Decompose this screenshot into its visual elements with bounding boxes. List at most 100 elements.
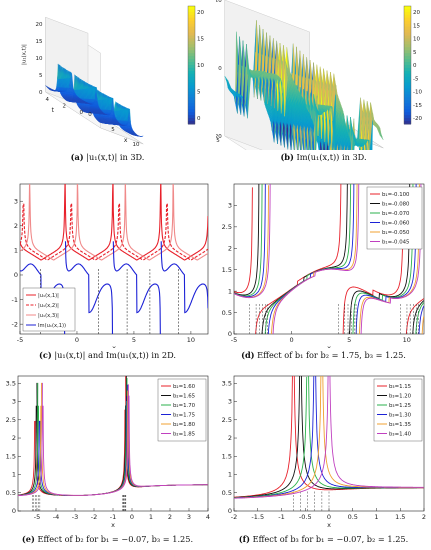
colorbar-segment: [188, 8, 195, 13]
caption-e-text: Effect of b₂ for b₁ = −0.07, b₃ = 1.25.: [37, 534, 194, 544]
colorbar-segment: [188, 65, 195, 69]
colorbar-tick-label: -5: [413, 76, 419, 82]
z-tick-label: 10: [36, 56, 43, 62]
colorbar-segment: [188, 79, 195, 84]
z-axis-label: |u₁(x,t)|: [22, 44, 28, 65]
colorbar-segment: [188, 73, 195, 78]
colorbar-segment: [404, 26, 411, 31]
t-tick-label: 2: [63, 104, 67, 110]
colorbar-tick-label: 5: [413, 50, 417, 56]
colorbar-segment: [404, 6, 411, 10]
colorbar-segment: [404, 85, 411, 90]
x-tick-label: 0: [130, 513, 134, 521]
x-tick-label: 5: [111, 127, 115, 133]
y-tick-label: 2.5: [222, 223, 232, 231]
x-axis-label: x: [124, 137, 128, 144]
colorbar-segment: [404, 41, 411, 45]
series-line-6: [234, 376, 424, 499]
colorbar-segment: [404, 79, 411, 84]
x-tick-label: 0: [327, 513, 331, 521]
x-axis-label: x: [112, 344, 116, 348]
colorbar-segment: [188, 11, 195, 16]
legend-label: b₃=1.25: [389, 403, 411, 409]
x-tick-label: 0.5: [348, 513, 358, 521]
caption-d-tag: (d): [241, 350, 255, 360]
colorbar-segment: [188, 85, 195, 90]
caption-a-tag: (a): [70, 152, 84, 162]
colorbar-segment: [404, 32, 411, 36]
y-tick-label: 2: [228, 434, 232, 442]
series-line-1: [234, 184, 424, 334]
panel-b-3d-im: -50550-5-20020xtIm(u₁(x,t))20151050-5-10…: [201, 0, 431, 217]
series-line-3: [234, 184, 424, 334]
x-tick-label: 10: [187, 336, 195, 344]
colorbar-segment: [404, 29, 411, 34]
legend-box: [157, 378, 207, 442]
colorbar-segment: [404, 118, 411, 122]
caption-c: (c) |u₁(x,t)| and Im(u₁(x,t)) in 2D.: [0, 350, 215, 360]
y-tick-label: 0: [228, 507, 232, 515]
series-line-2: [20, 203, 208, 261]
colorbar-segment: [188, 29, 195, 34]
y-tick-label: 2: [14, 222, 18, 230]
caption-a-text: |u₁(x,t)| in 3D.: [86, 152, 145, 162]
colorbar-segment: [404, 67, 411, 72]
caption-a: (a) |u₁(x,t)| in 3D.: [0, 152, 215, 162]
z-tick-label: 5: [39, 73, 43, 79]
colorbar-segment: [188, 112, 195, 116]
colorbar-segment: [404, 59, 411, 63]
legend-label: b₃=1.35: [389, 422, 411, 428]
x-tick-label: 5: [132, 336, 136, 344]
surface-plot-b: -50550-5-20020xtIm(u₁(x,t))20151050-5-10…: [201, 0, 422, 217]
legend-label: b₂=1.70: [173, 403, 196, 409]
y-tick-label: 1.5: [222, 452, 232, 460]
colorbar-tick-label: 15: [197, 37, 204, 43]
colorbar-segment: [188, 41, 195, 45]
colorbar-segment: [404, 62, 411, 66]
series-line-1: [20, 184, 208, 261]
colorbar-segment: [404, 94, 411, 98]
colorbar-segment: [404, 100, 411, 104]
legend-label: b₂=1.75: [173, 413, 195, 419]
y-tick-label: 1: [12, 471, 16, 479]
legend-label: b₂=1.60: [173, 384, 196, 390]
caption-c-text: |u₁(x,t)| and Im(u₁(x,t)) in 2D.: [54, 350, 176, 360]
t-axis-label: t: [52, 107, 55, 114]
colorbar-segment: [188, 47, 195, 51]
series-group: [18, 376, 208, 511]
colorbar-segment: [188, 6, 195, 10]
colorbar-segment: [188, 67, 195, 72]
colorbar-segment: [404, 11, 411, 16]
colorbar-segment: [404, 106, 411, 110]
colorbar-tick-label: -15: [413, 103, 422, 109]
colorbar-segment: [188, 106, 195, 110]
colorbar-segment: [404, 8, 411, 13]
y-tick-label: 2.5: [6, 416, 16, 424]
colorbar-segment: [188, 100, 195, 104]
surface-patch: [378, 129, 384, 141]
colorbar-tick-label: 10: [197, 63, 204, 69]
z-tick-label: 15: [36, 39, 43, 45]
line-plot-d: -5 0 5 1000.511.522.53xb₁=-0.100b₁=-0.080b₁…: [222, 183, 425, 352]
surface-group: [45, 63, 144, 137]
colorbar-tick-label: -20: [413, 116, 422, 122]
colorbar-segment: [404, 88, 411, 93]
panel-a-3d-abs: 0 5 10 0 2 4 0 5 10 15 20 x t |u₁(x,t)| 20 15 10 5 0: [0, 0, 215, 150]
colorbar-segment: [404, 76, 411, 81]
x-axis-label: x: [327, 521, 331, 529]
colorbar-segment: [404, 103, 411, 107]
x-tick-label: -2: [91, 513, 97, 521]
y-tick-label: 1: [228, 471, 232, 479]
colorbar-tick-label: 20: [197, 10, 204, 16]
colorbar-segment: [188, 70, 195, 75]
y-tick-label: 3.5: [222, 379, 232, 387]
surface-patch: [140, 135, 144, 137]
colorbar-segment: [188, 118, 195, 122]
y-tick-label: 2: [12, 434, 16, 442]
y-tick-label: 0: [228, 330, 232, 338]
colorbar-segment: [404, 44, 411, 48]
legend-label: b₂=1.80: [173, 422, 196, 428]
x-tick-label: 0: [75, 336, 79, 344]
x-tick-label: -5: [17, 336, 23, 344]
y-tick-label: 1: [14, 247, 18, 255]
